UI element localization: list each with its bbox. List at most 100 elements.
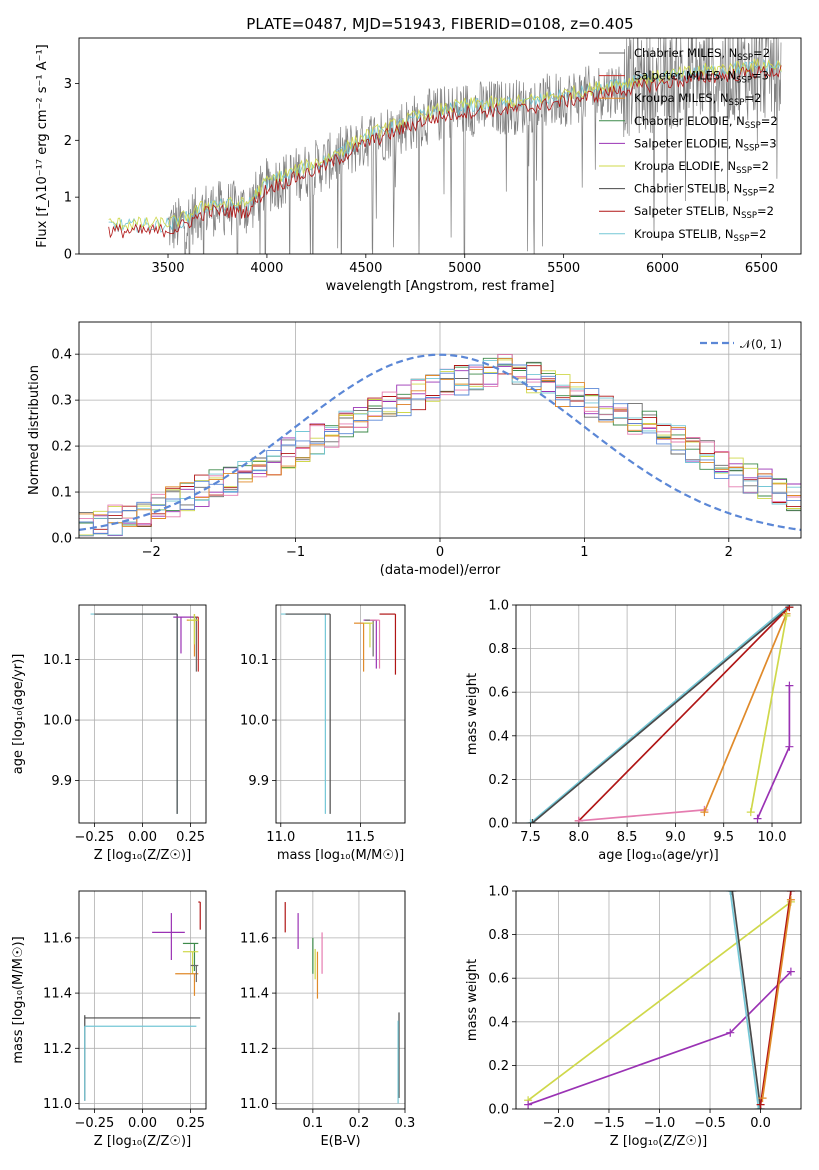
x-tick-label: 0.25 — [176, 830, 205, 845]
error-bar-point — [198, 901, 201, 930]
residual_hist-axes: −2 −1 0 1 2 0.0 0.1 0.2 0.3 0.4 (data-model)/error… — [27, 321, 802, 578]
axes-frame — [78, 37, 802, 255]
weight-series — [526, 605, 794, 823]
x-tick-label: −0.25 — [74, 1116, 114, 1131]
y-tick-label: 11.4 — [43, 987, 72, 1002]
weight-series — [574, 805, 709, 823]
legend-label-main: Kroupa STELIB, N — [634, 227, 734, 241]
charts-layer: 3500 4000 4500 5000 5500 6000 6500 0 1 2 3 waveleng… — [11, 37, 802, 1149]
y-tick-label: 3 — [64, 77, 72, 92]
x-tick-label: 11.5 — [346, 830, 375, 845]
error-bar-point — [192, 616, 199, 672]
weight-marker — [785, 742, 794, 751]
weight-line — [731, 891, 762, 1109]
x-tick-label: 0.25 — [176, 1116, 205, 1131]
x-tick-label: 0.2 — [349, 1116, 370, 1131]
weight-series — [753, 681, 794, 823]
weight_vs_Z-axes: −2.0 −1.5 −1.0 −0.5 0.0 0.0 0.2 0.4 0.6 0.8 1.0 Z [… — [465, 885, 802, 1149]
legend-label-post: =2 — [749, 227, 766, 241]
legend-entry: Salpeter MILES, NSSP=3 — [599, 69, 769, 86]
y-axis-label: age [log₁₀(age/yr)] — [11, 654, 26, 775]
x-tick-label: 8.0 — [568, 830, 589, 845]
weight-marker — [786, 895, 795, 904]
y-tick-label: 0.0 — [488, 817, 509, 832]
weight-series — [756, 891, 795, 1109]
axes-frame — [515, 890, 802, 1110]
legend-label-main: Salpeter ELODIE, N — [634, 136, 744, 150]
weight-series — [758, 895, 795, 1103]
legend-entry: Salpeter ELODIE, NSSP=3 — [599, 136, 777, 153]
weight-marker — [756, 1100, 765, 1109]
legend-label-post: =2 — [752, 159, 769, 173]
y-tick-label: 10.0 — [43, 714, 72, 729]
x-tick-label: 8.5 — [617, 830, 638, 845]
weight-line — [531, 606, 790, 823]
legend-label-post: =2 — [761, 114, 778, 128]
legend-label-main: Chabrier STELIB, N — [634, 182, 742, 196]
error-bar-point — [152, 913, 185, 960]
x-tick-label: 6500 — [745, 261, 778, 276]
x-tick-label: 7.5 — [520, 830, 541, 845]
x-tick-label: 4000 — [250, 261, 283, 276]
legend-entry: Kroupa MILES, NSSP=2 — [599, 91, 761, 108]
y-tick-label: 1 — [64, 191, 72, 206]
legend-label-main: Salpeter STELIB, N — [634, 204, 741, 218]
model-spectrum-line — [108, 58, 782, 234]
weight-line — [578, 809, 705, 822]
y-tick-label: 0.2 — [51, 440, 72, 455]
axes-frame — [275, 890, 406, 1110]
x-axis-label: Z [log₁₀(Z/Z☉)] — [94, 1134, 191, 1149]
y-tick-label: 0.2 — [488, 1059, 509, 1074]
weight-marker — [785, 605, 794, 612]
axes-frame — [78, 604, 207, 824]
x-axis-label: E(B-V) — [320, 1134, 360, 1149]
error-bar-point — [363, 622, 374, 648]
error-bar-point — [84, 1025, 197, 1101]
weight-marker — [753, 814, 762, 823]
y-axis-label: mass weight — [465, 673, 480, 755]
y-tick-label: 1.0 — [488, 885, 509, 900]
legend-entry: Chabrier ELODIE, NSSP=2 — [599, 114, 778, 131]
legend-label-sub: SSP — [741, 211, 757, 221]
age_vs_mass-plot-area — [280, 613, 397, 814]
legend-label-sub: SSP — [737, 53, 753, 63]
y-tick-label: 0.0 — [51, 532, 72, 547]
y-tick-label: 9.9 — [248, 774, 269, 789]
x-tick-label: 1 — [580, 545, 588, 560]
y-tick-label: 0.8 — [488, 928, 509, 943]
legend-label-post: =3 — [752, 69, 769, 83]
x-tick-label: 0.1 — [303, 1116, 324, 1131]
y-tick-label: 0.8 — [488, 642, 509, 657]
legend-label-sub: SSP — [736, 76, 752, 86]
weight-line — [761, 899, 792, 1099]
y-tick-label: 0.4 — [51, 348, 72, 363]
y-tick-label: 1.0 — [488, 599, 509, 614]
x-tick-label: −0.25 — [74, 830, 114, 845]
weight_vs_age-axes: 7.5 8.0 8.5 9.0 9.5 10.0 0.0 0.2 0.4 0.6 0.8 1.0 age… — [465, 599, 802, 863]
y-tick-label: 11.6 — [43, 931, 72, 946]
x-tick-label: −1.0 — [644, 1116, 676, 1131]
y-tick-label: 0.6 — [488, 686, 509, 701]
error-bar-point — [175, 973, 199, 996]
weight-line — [527, 901, 792, 1101]
x-tick-label: −2.0 — [543, 1116, 575, 1131]
error-bar-point — [354, 622, 370, 672]
error-bar-point — [285, 613, 331, 814]
legend-label-post: =2 — [757, 204, 774, 218]
x-axis-label: Z [log₁₀(Z/Z☉)] — [94, 848, 191, 863]
legend-label-sub: SSP — [742, 189, 758, 199]
legend-label-post: =2 — [758, 182, 775, 196]
y-tick-label: 11.0 — [240, 1097, 269, 1112]
error-bar-point — [182, 951, 199, 974]
weight-series — [746, 611, 791, 817]
figure-title: PLATE=0487, MJD=51943, FIBERID=0108, z=0… — [246, 15, 633, 33]
axes-frame — [515, 604, 802, 824]
x-tick-label: 0.00 — [128, 1116, 157, 1131]
x-tick-label: 0.3 — [395, 1116, 416, 1131]
weight-series — [524, 967, 795, 1109]
normal-curve-line — [79, 353, 801, 531]
mass_vs_Z-axes: −0.25 0.00 0.25 11.0 11.2 11.4 11.6 Z [log₁₀(Z/… — [11, 890, 207, 1149]
error-bar-point — [94, 613, 178, 814]
y-tick-label: 0.4 — [488, 729, 509, 744]
weight-line — [729, 891, 760, 1109]
